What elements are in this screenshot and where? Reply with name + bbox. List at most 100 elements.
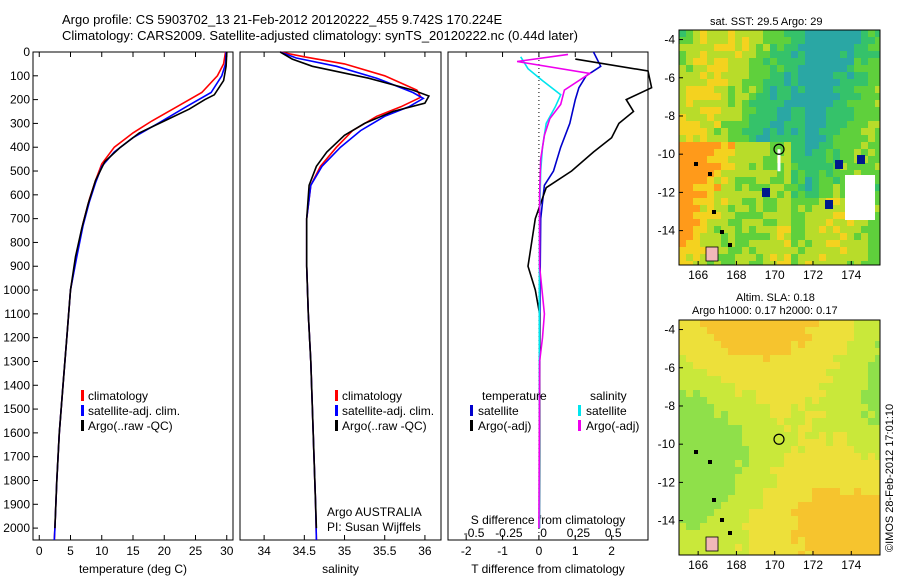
map-cell (679, 142, 686, 149)
map-cell (749, 170, 756, 177)
map-cell (686, 390, 693, 397)
map-cell (679, 383, 686, 390)
map-cell (756, 383, 763, 390)
map-cell (798, 425, 805, 432)
map-cell (847, 37, 854, 44)
map-cell (721, 411, 728, 418)
map-cell (791, 397, 798, 404)
map-cell (861, 453, 868, 460)
map-cell (721, 439, 728, 446)
map-cell (756, 460, 763, 467)
x-axis-label: T difference from climatology (471, 562, 625, 576)
map-cell (854, 376, 861, 383)
map-cell (854, 121, 861, 128)
map-cell (693, 551, 700, 555)
map-cell (791, 135, 798, 142)
map-cell (805, 114, 812, 121)
map-cell (784, 334, 791, 341)
map-cell (791, 425, 798, 432)
map-cell (868, 233, 875, 240)
map-cell (728, 198, 735, 205)
map-cell (700, 233, 707, 240)
pi-label: PI: Susan Wijffels (327, 520, 421, 534)
map-cell (833, 502, 840, 509)
map-cell (749, 446, 756, 453)
map-cell (700, 460, 707, 467)
map-y-tick-label: -14 (658, 224, 676, 238)
map-cell (721, 163, 728, 170)
map-cell (833, 37, 840, 44)
map-cell (763, 79, 770, 86)
map-cell (798, 65, 805, 72)
legend-swatch (335, 405, 338, 416)
map-cell (875, 537, 880, 544)
map-cell (749, 320, 756, 327)
map-cell (875, 369, 880, 376)
map-cell (721, 93, 728, 100)
y-tick-label: 1100 (4, 307, 30, 321)
map-cell (679, 537, 686, 544)
map-cell (686, 135, 693, 142)
map-cell (847, 72, 854, 79)
map-cell (679, 488, 686, 495)
map-cell (770, 383, 777, 390)
map-cell (728, 170, 735, 177)
map-cell (791, 65, 798, 72)
map-cell (714, 128, 721, 135)
map-cell (868, 453, 875, 460)
map-cell (714, 453, 721, 460)
map-cell (819, 121, 826, 128)
map-cell (721, 327, 728, 334)
map-cell (791, 362, 798, 369)
map-cell (805, 418, 812, 425)
map-cell (756, 418, 763, 425)
map-cell (833, 191, 840, 198)
map-cell (868, 334, 875, 341)
map-cell (875, 432, 880, 439)
map-cell (770, 551, 777, 555)
map-cell (735, 135, 742, 142)
map-cell (805, 495, 812, 502)
map-cell (875, 247, 880, 254)
map-cell (679, 191, 686, 198)
map-cell (728, 121, 735, 128)
legend-swatch (81, 420, 84, 431)
map-cell (868, 107, 875, 114)
map-cell (721, 30, 728, 37)
map-cell (840, 212, 847, 219)
map-cell (819, 170, 826, 177)
map-cell (861, 474, 868, 481)
map-cell (826, 142, 833, 149)
map-cell (805, 537, 812, 544)
map-cell (693, 142, 700, 149)
map-cell (798, 355, 805, 362)
map-cell (854, 142, 861, 149)
map-cell (798, 233, 805, 240)
map-cell (812, 453, 819, 460)
map-cell (749, 191, 756, 198)
map-cell (854, 439, 861, 446)
map-cell (679, 439, 686, 446)
map-cell (714, 121, 721, 128)
map-cell (721, 397, 728, 404)
map-cell (819, 149, 826, 156)
map-cell (798, 226, 805, 233)
map-cell (714, 93, 721, 100)
map-cell (854, 369, 861, 376)
map-cell (819, 481, 826, 488)
map-cell (875, 261, 880, 265)
map-cell (791, 544, 798, 551)
map-cell (742, 425, 749, 432)
map-cell (700, 327, 707, 334)
map-cell (728, 107, 735, 114)
map-cell (798, 149, 805, 156)
map-cell (861, 355, 868, 362)
legend-label: satellite (586, 404, 627, 418)
map-cell (819, 502, 826, 509)
map-cell (686, 72, 693, 79)
map-cell (707, 341, 714, 348)
map-cell (812, 114, 819, 121)
map-cell (868, 411, 875, 418)
map-cell (728, 327, 735, 334)
map-cell (735, 341, 742, 348)
